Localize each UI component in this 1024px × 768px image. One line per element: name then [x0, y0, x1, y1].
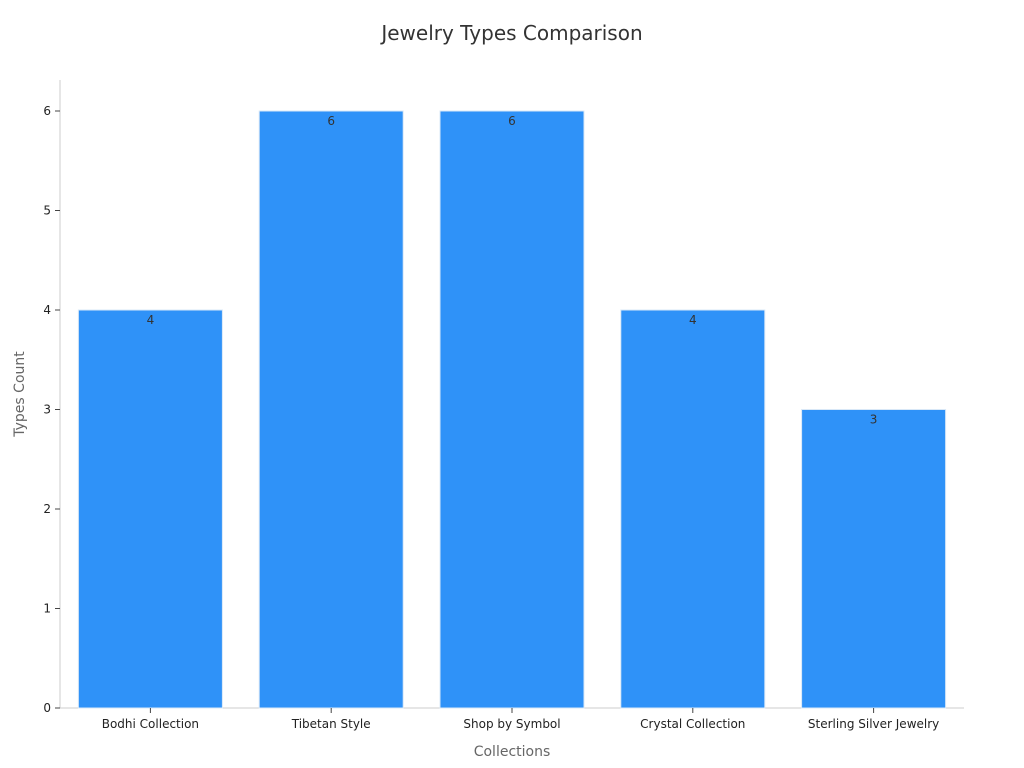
y-tick-label: 0: [43, 701, 51, 715]
x-axis-ticks: Bodhi Collection Tibetan Style Shop by Sym…: [102, 708, 939, 731]
data-labels-group: 4 6 6 4 3: [147, 114, 878, 427]
chart-title: Jewelry Types Comparison: [379, 21, 642, 45]
x-tick-label: Crystal Collection: [640, 717, 745, 731]
y-axis-title: Types Count: [12, 351, 28, 438]
bar-data-label: 3: [870, 413, 878, 427]
y-tick-label: 6: [43, 104, 51, 118]
bar: [77, 309, 223, 709]
x-tick-label: Bodhi Collection: [102, 717, 199, 731]
bar: [439, 110, 585, 709]
bar-data-label: 6: [327, 114, 335, 128]
y-tick-label: 4: [43, 303, 51, 317]
bar-data-label: 4: [689, 313, 697, 327]
x-tick-label: Shop by Symbol: [463, 717, 560, 731]
y-tick-label: 5: [43, 204, 51, 218]
y-tick-label: 1: [43, 602, 51, 616]
x-tick-label: Tibetan Style: [291, 717, 371, 731]
y-tick-label: 2: [43, 502, 51, 516]
y-tick-label: 3: [43, 403, 51, 417]
bar: [620, 309, 766, 709]
bars-group: [77, 110, 947, 709]
bar: [801, 409, 947, 709]
x-tick-label: Sterling Silver Jewelry: [808, 717, 939, 731]
bar: [258, 110, 404, 709]
x-axis-title: Collections: [474, 744, 551, 760]
bar-data-label: 6: [508, 114, 516, 128]
y-axis-ticks: 0 1 2 3 4 5 6: [43, 104, 60, 715]
bar-data-label: 4: [147, 313, 155, 327]
